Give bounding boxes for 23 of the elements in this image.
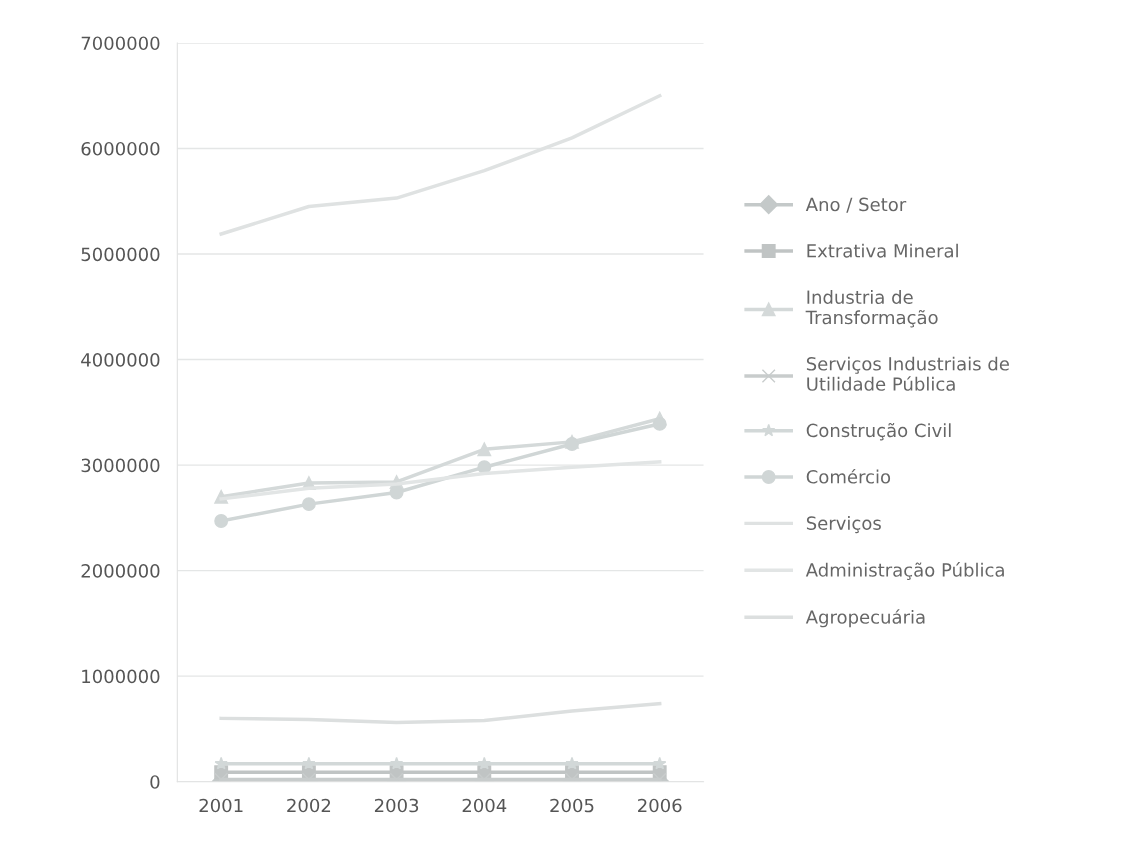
legend-label: Ano / Setor xyxy=(805,197,907,213)
y-tick-label: 2000000 xyxy=(81,564,160,578)
y-tick-label: 1000000 xyxy=(82,669,160,684)
legend-label: Serviços xyxy=(806,515,881,534)
legend-label: Agropecuária xyxy=(805,609,925,628)
legend-label: Comércio xyxy=(806,468,891,484)
x-tick-label: 2002 xyxy=(287,798,331,813)
legend-label: Serviços Industriais de Utilidade Pública xyxy=(806,356,1009,391)
legend-label: Construção Civil xyxy=(806,422,951,441)
y-tick-label: 5000000 xyxy=(81,247,160,262)
legend-label: Extrativa Mineral xyxy=(807,243,958,258)
x-tick-label: 2006 xyxy=(638,798,682,813)
x-tick-label: 2001 xyxy=(199,798,243,813)
y-tick-label: 7000000 xyxy=(81,36,160,51)
legend-label: Administração Pública xyxy=(805,562,1004,580)
y-tick-label: 4000000 xyxy=(81,353,160,367)
x-tick-label: 2003 xyxy=(374,798,419,813)
legend-label: Industria de Transformação xyxy=(805,290,938,328)
y-tick-label: 6000000 xyxy=(81,141,160,156)
x-tick-label: 2005 xyxy=(550,798,594,813)
x-tick-label: 2004 xyxy=(462,798,507,813)
y-tick-label: 0 xyxy=(150,775,160,789)
y-tick-label: 3000000 xyxy=(81,458,160,473)
